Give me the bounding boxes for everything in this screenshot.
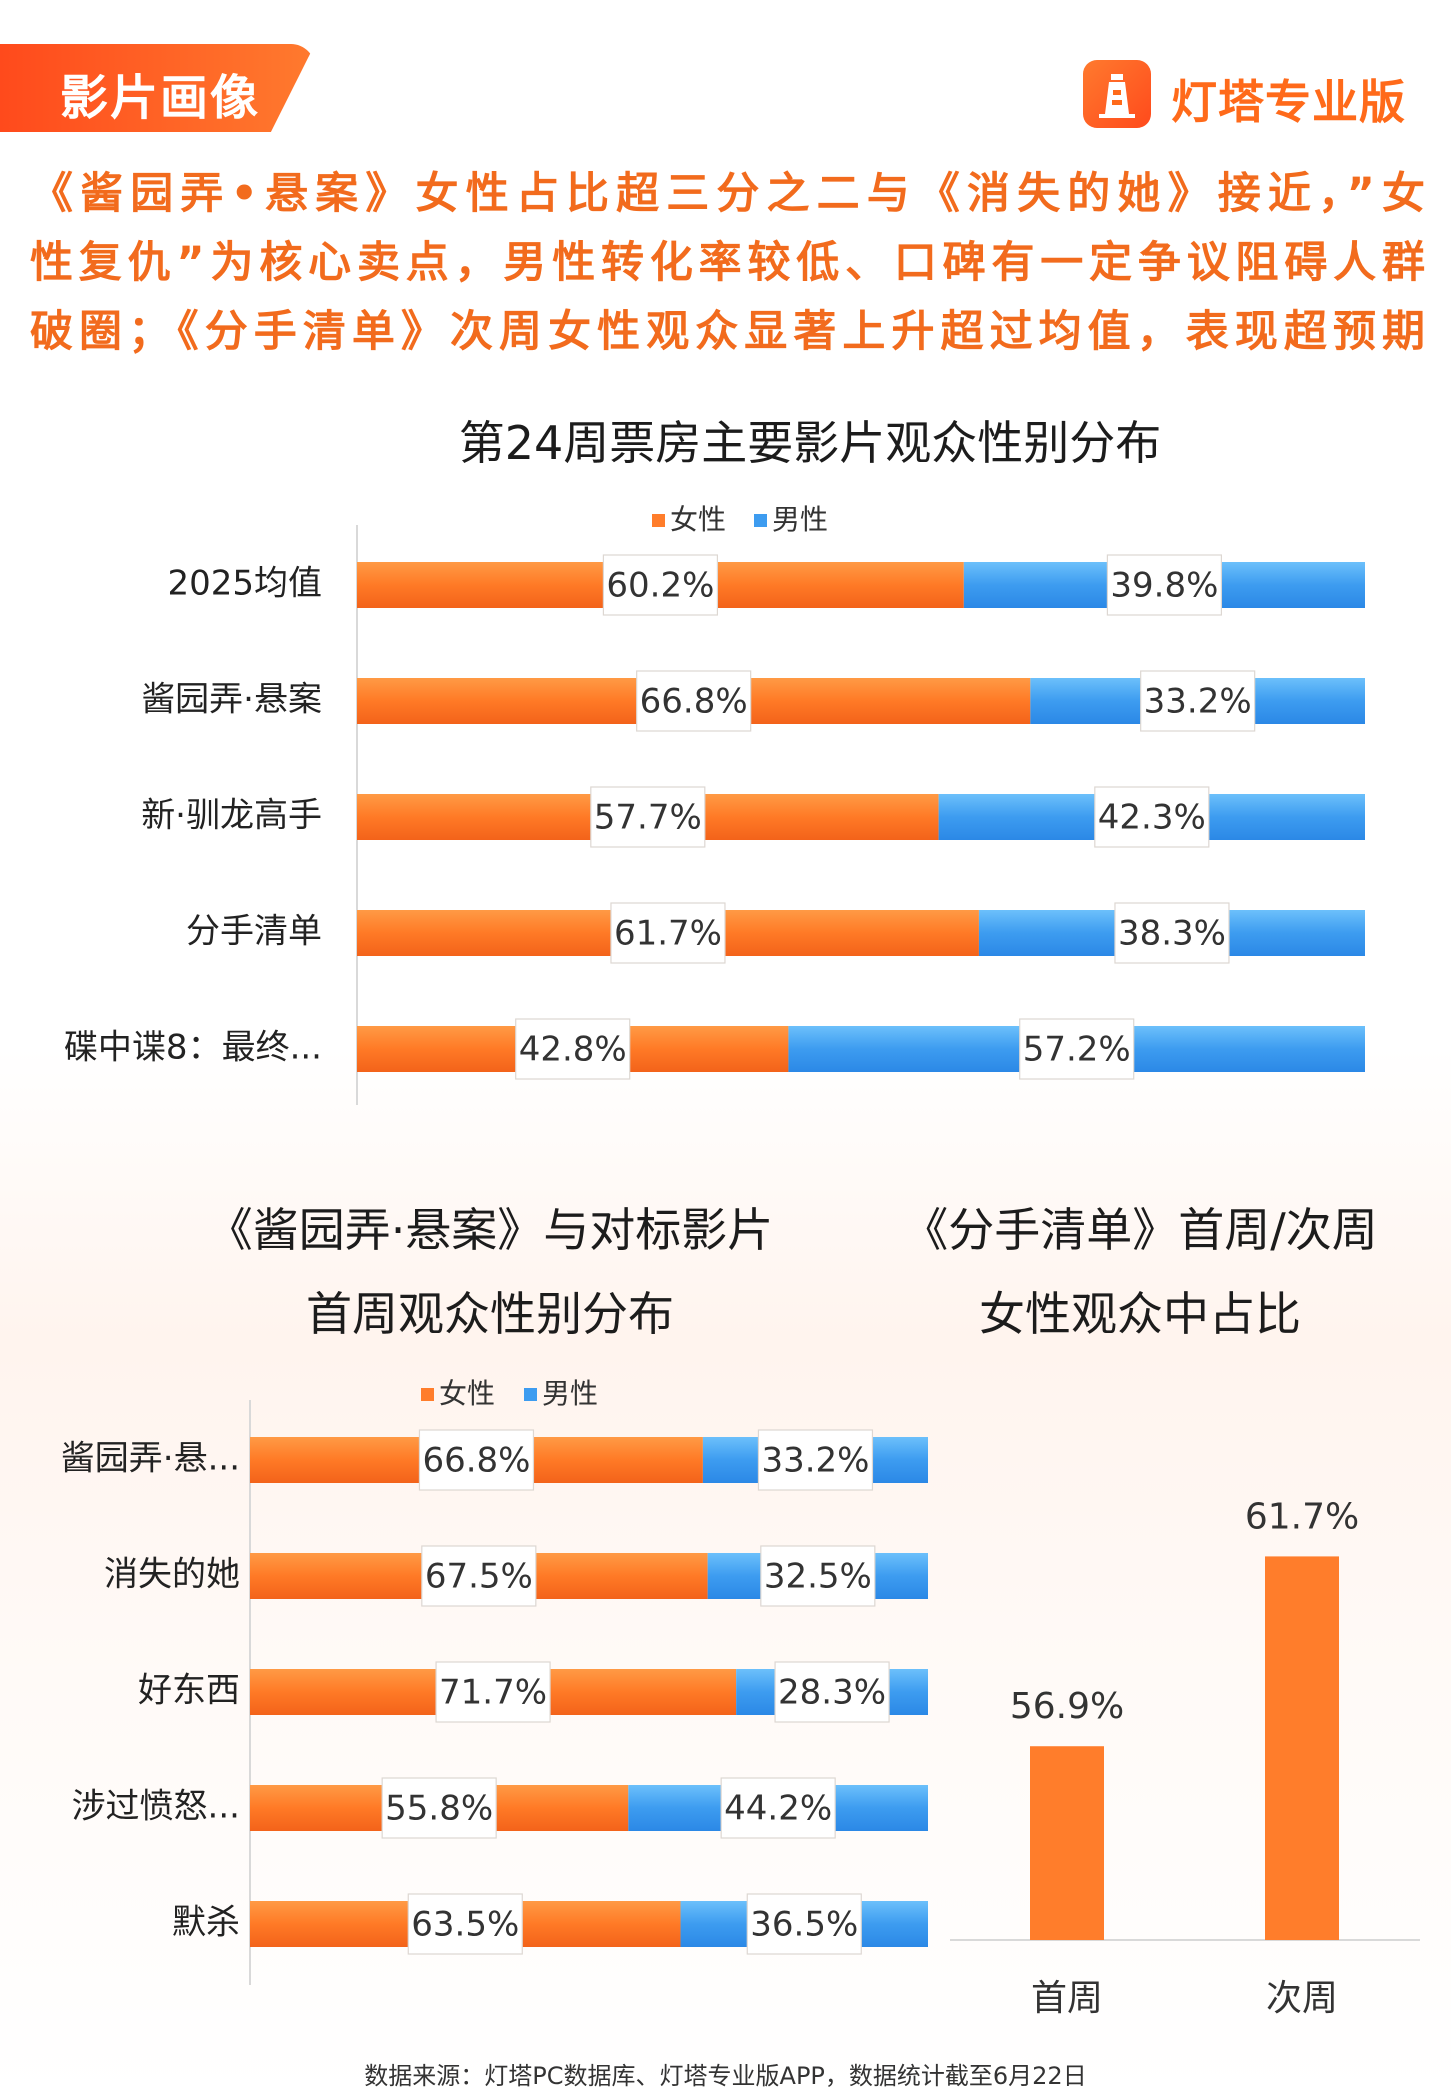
data-label-box [774, 1661, 890, 1723]
category-label: 酱园弄·悬案 [141, 680, 322, 720]
data-label: 56.9% [1010, 1686, 1124, 1727]
data-label-box [757, 1429, 874, 1491]
data-label-box [746, 1893, 862, 1955]
chart1-title: 第24周票房主要影片观众性别分布 [300, 420, 1320, 466]
chart2-title-line: 《酱园弄·悬案》与对标影片 [206, 1203, 774, 1257]
legend-label: 男性 [542, 1377, 598, 1410]
data-label: 42.8% [519, 1030, 627, 1070]
data-label-box [421, 1545, 537, 1607]
headline-line: 破圈；《分手清单》次周女性观众显著上升超过均值，表现超预期 [30, 307, 1425, 357]
legend-label: 男性 [772, 503, 828, 536]
data-label: 55.8% [385, 1789, 493, 1829]
legend-label: 女性 [670, 503, 726, 536]
data-label-box [418, 1429, 535, 1491]
legend-swatch [652, 514, 665, 527]
data-label-box [720, 1777, 836, 1839]
chart2-title: 《酱园弄·悬案》与对标影片 首周观众性别分布 [140, 1207, 840, 1337]
data-label: 61.7% [1245, 1496, 1359, 1537]
headline: 《酱园弄•悬案》女性占比超三分之二与《消失的她》接近，”女 性复仇”为核心卖点，… [30, 160, 1425, 367]
chart3-title-line: 《分手清单》首周/次周 [902, 1203, 1378, 1257]
category-label: 涉过愤怒... [72, 1787, 240, 1827]
section-tag: 影片画像 [0, 44, 315, 132]
category-label: 好东西 [138, 1671, 240, 1711]
category-label: 消失的她 [104, 1555, 240, 1595]
data-label: 57.7% [594, 798, 702, 838]
chart1-title-text: 第24周票房主要影片观众性别分布 [458, 416, 1162, 470]
data-label-box [1114, 902, 1230, 964]
data-label-box [1106, 554, 1223, 616]
data-label-box [610, 902, 726, 964]
chart2-title-line: 首周观众性别分布 [306, 1287, 674, 1341]
category-label: 新·驯龙高手 [141, 796, 322, 836]
data-label-box [1019, 1018, 1135, 1080]
legend-swatch [524, 1388, 537, 1401]
data-label: 42.3% [1098, 798, 1206, 838]
section-tag-label: 影片画像 [60, 70, 261, 126]
data-label-box [381, 1777, 497, 1839]
data-label: 33.2% [761, 1441, 869, 1481]
data-label-box [602, 554, 719, 616]
data-label: 36.5% [750, 1905, 858, 1945]
chart3-title: 《分手清单》首周/次周 女性观众中占比 [880, 1207, 1400, 1337]
data-label: 71.7% [439, 1673, 547, 1713]
data-label: 63.5% [411, 1905, 519, 1945]
chart3-svg: 56.9% 首周 61.7% 次周 [950, 1496, 1420, 2019]
data-label: 39.8% [1110, 566, 1218, 606]
data-label-box [435, 1661, 551, 1723]
data-label: 60.2% [606, 566, 714, 606]
chart1-svg: 女性 男性 2025均值 60.2% 39.8% 酱园弄·悬案 66.8% 33.2% 新·驯龙… [64, 503, 1365, 1105]
category-label: 碟中谍8：最终... [64, 1028, 322, 1068]
category-label: 首周 [1031, 1978, 1103, 2019]
headline-line: 性复仇”为核心卖点，男性转化率较低、口碑有一定争议阻碍人群 [30, 238, 1425, 288]
data-label: 44.2% [724, 1789, 832, 1829]
data-label: 33.2% [1144, 682, 1252, 722]
category-label: 分手清单 [186, 912, 322, 952]
data-label-box [515, 1018, 631, 1080]
data-label: 32.5% [764, 1557, 872, 1597]
data-label: 67.5% [425, 1557, 533, 1597]
headline-line: 《酱园弄•悬案》女性占比超三分之二与《消失的她》接近，”女 [30, 169, 1425, 219]
data-label-box [636, 670, 752, 732]
data-label-box [760, 1545, 876, 1607]
data-label: 57.2% [1023, 1030, 1131, 1070]
chart3-title-line: 女性观众中占比 [979, 1287, 1301, 1341]
data-label: 61.7% [614, 914, 722, 954]
lighthouse-icon [1083, 60, 1151, 128]
legend-swatch [421, 1388, 434, 1401]
data-label-box [407, 1893, 523, 1955]
bar-female [1265, 1556, 1339, 1940]
legend-swatch [754, 514, 767, 527]
data-label-box [1094, 786, 1210, 848]
data-label: 38.3% [1118, 914, 1226, 954]
category-label: 默杀 [172, 1903, 240, 1943]
data-source-note: 数据来源：灯塔PC数据库、灯塔专业版APP，数据统计截至6月22日 [364, 2062, 1087, 2090]
category-label: 2025均值 [167, 564, 322, 604]
bar-female [1030, 1746, 1104, 1940]
data-label: 66.8% [640, 682, 748, 722]
category-label: 酱园弄·悬... [61, 1439, 240, 1479]
category-label: 次周 [1266, 1978, 1338, 2019]
brand-name: 灯塔专业版 [1171, 75, 1406, 129]
data-label-box [590, 786, 706, 848]
data-label: 66.8% [422, 1441, 530, 1481]
data-label-box [1140, 670, 1256, 732]
data-label: 28.3% [778, 1673, 886, 1713]
legend-label: 女性 [439, 1377, 495, 1410]
